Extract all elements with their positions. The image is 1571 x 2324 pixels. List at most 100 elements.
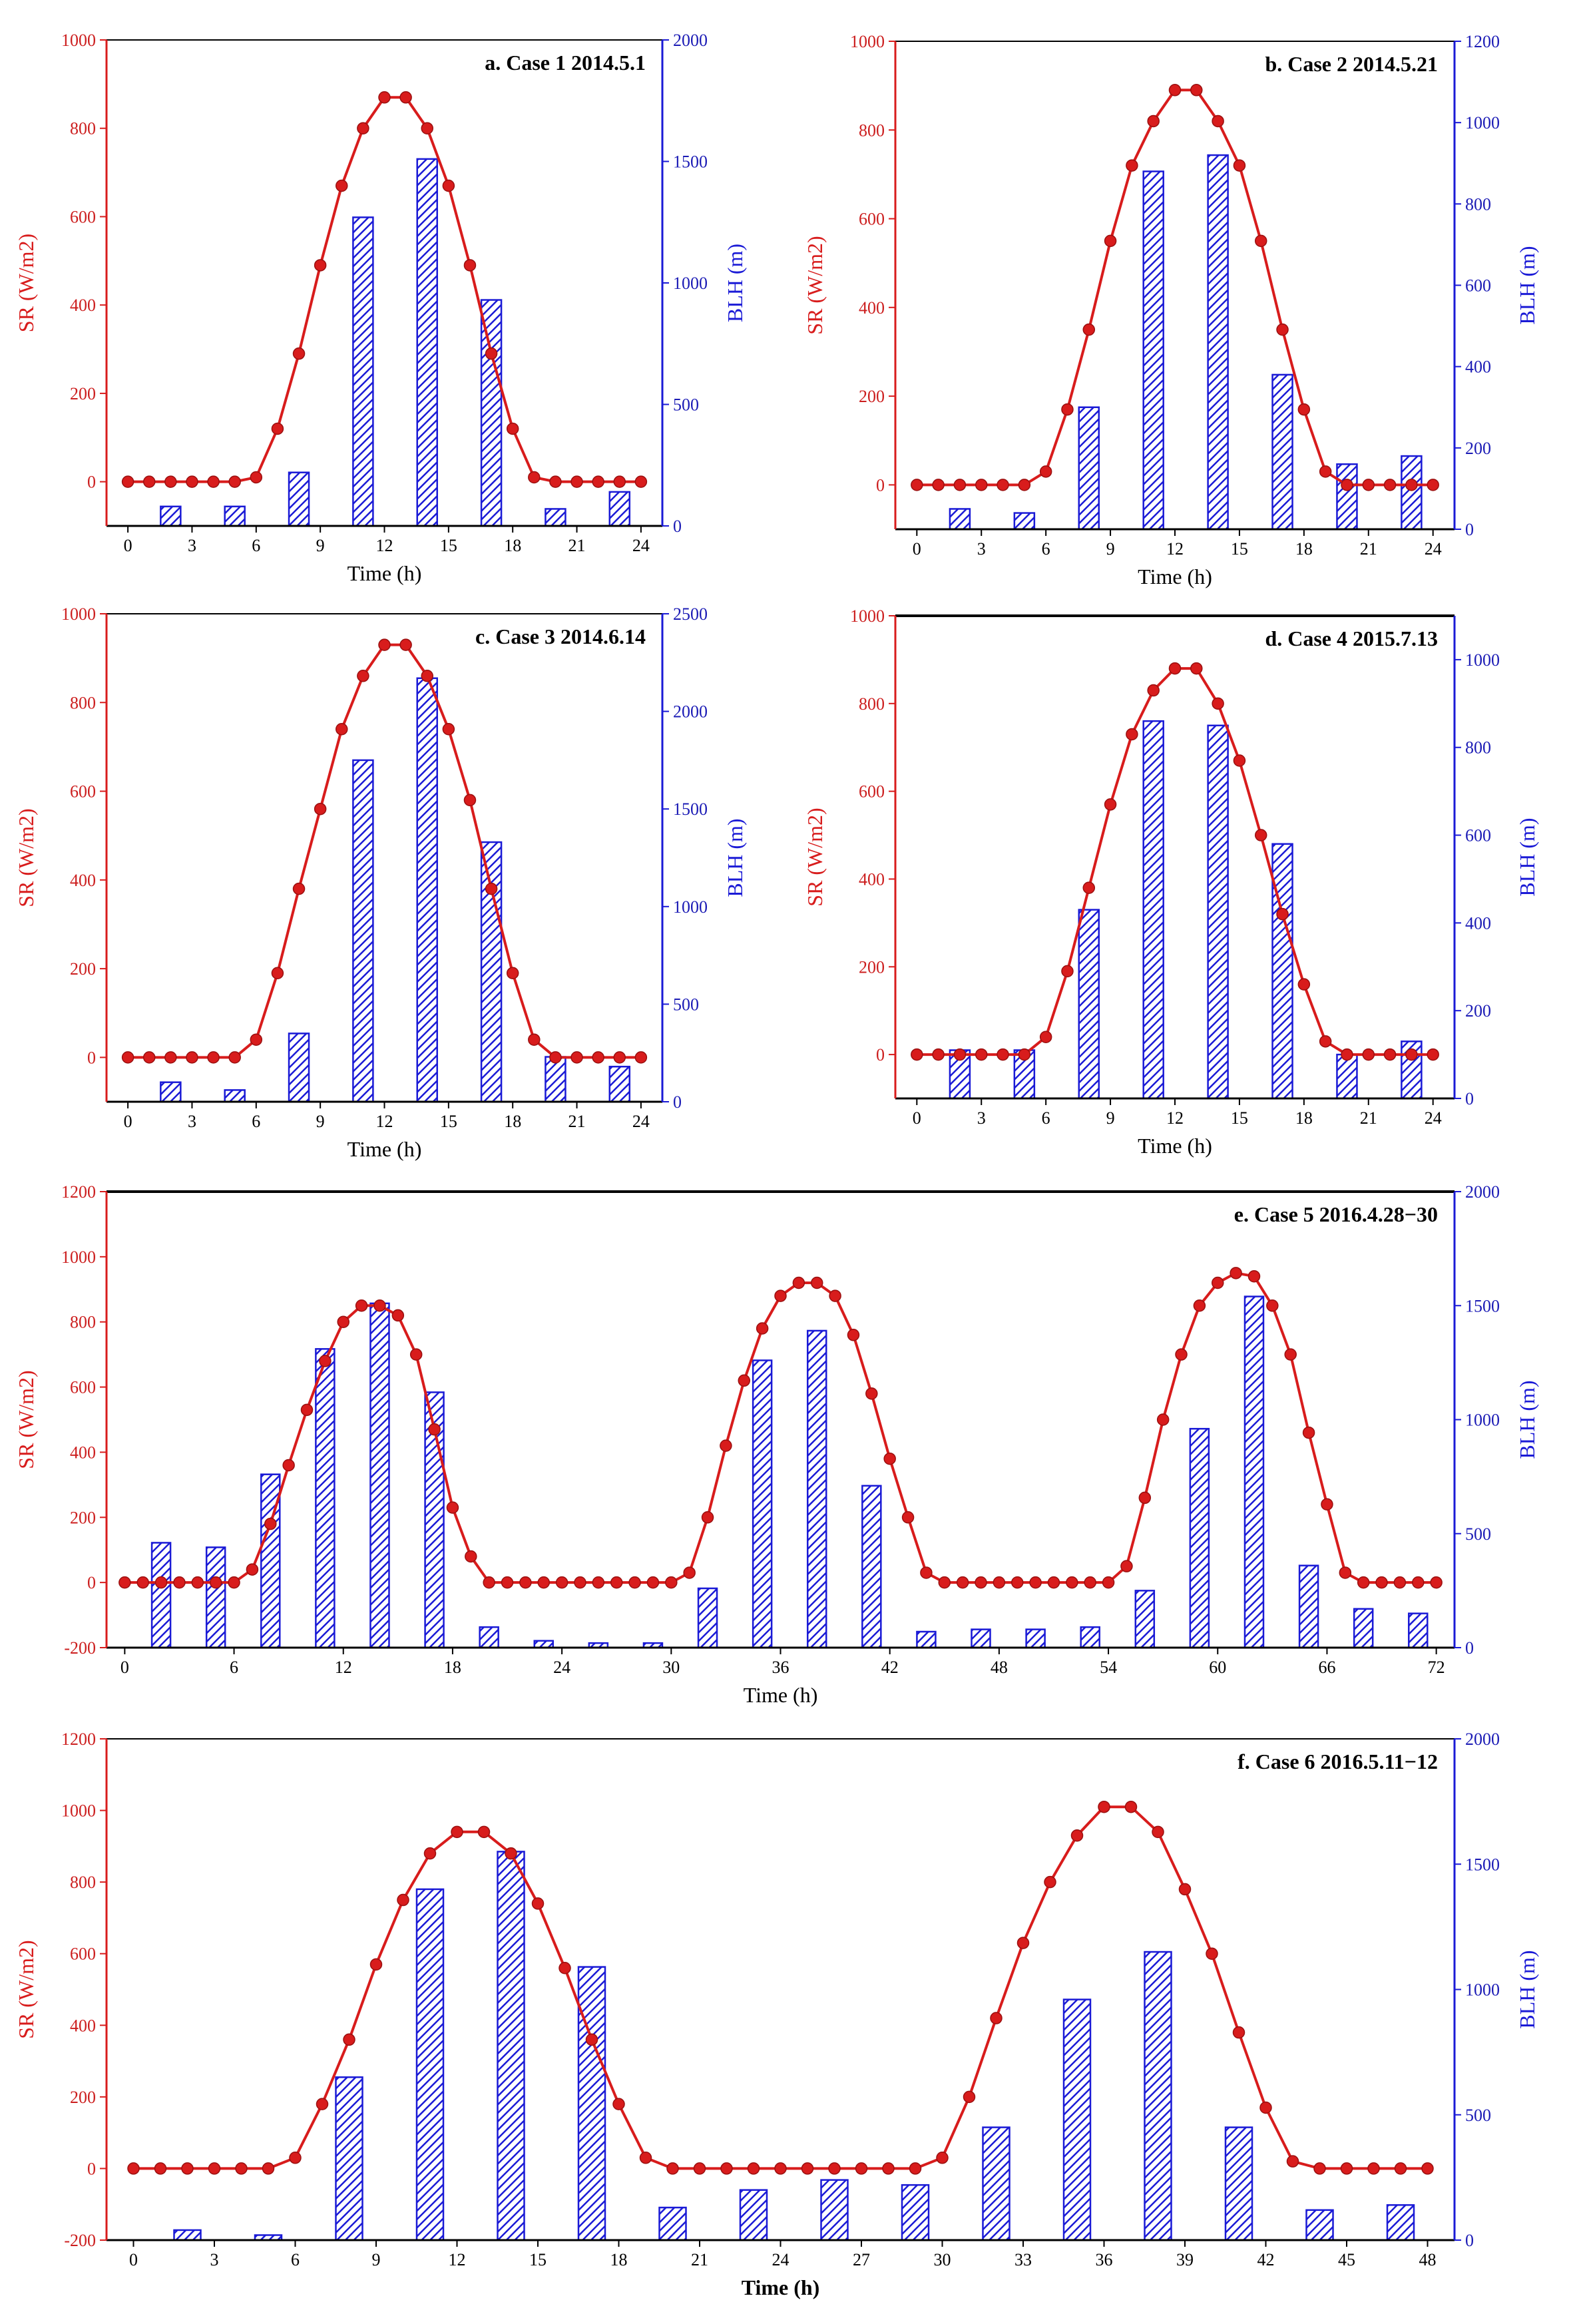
panel-c: 0 3 6 9 12 15 18 21 24 0 200 400 600 800 1000 0 500 1000 1… [14, 604, 747, 1161]
sr-point [1232, 2026, 1245, 2039]
sr-point [774, 1289, 787, 1302]
sr-point [1206, 1947, 1218, 1960]
y-left-tick-label: 200 [859, 957, 885, 977]
sr-point [592, 1051, 604, 1064]
sr-point [314, 802, 327, 815]
sr-line [128, 96, 641, 483]
sr-point [1190, 662, 1203, 675]
y-left-axis-title: SR (W/m2) [14, 1940, 38, 2038]
y-left-tick-label: 400 [859, 869, 885, 889]
blh-bar [352, 216, 374, 527]
sr-point [1339, 1566, 1352, 1579]
blh-bar [1298, 1564, 1319, 1649]
sr-point [485, 347, 498, 360]
sr-point [173, 1576, 186, 1589]
blh-bar [1013, 512, 1036, 531]
panel-title: d. Case 4 2015.7.13 [1265, 626, 1438, 650]
sr-point [1393, 1576, 1407, 1589]
sr-point [506, 422, 519, 435]
blh-bar [916, 1630, 937, 1649]
sr-point [451, 1825, 463, 1839]
x-tick-label: 36 [1096, 2250, 1113, 2269]
x-tick-label: 12 [376, 1112, 393, 1131]
y-right-tick-label: 1000 [673, 897, 708, 917]
x-tick-label: 24 [1425, 1108, 1442, 1128]
y-right-tick-label: 0 [673, 1092, 682, 1112]
y-right-tick-label: 0 [1465, 1089, 1474, 1108]
sr-point [1018, 1048, 1031, 1061]
y-right-tick-label: 2000 [673, 702, 708, 722]
sr-point [628, 1576, 641, 1589]
sr-point [519, 1576, 532, 1589]
y-left-tick-label: 200 [70, 2088, 96, 2107]
x-tick-label: 6 [291, 2250, 300, 2269]
blh-bar [479, 1626, 499, 1649]
sr-point [154, 2162, 167, 2175]
sr-point [1297, 403, 1311, 416]
blh-bar [806, 1329, 827, 1649]
blh-bar [1271, 843, 1293, 1100]
y-left-axis-title: SR (W/m2) [14, 234, 38, 332]
sr-point [1357, 1576, 1370, 1589]
sr-point [186, 1051, 198, 1064]
sr-point [528, 471, 541, 484]
sr-point [720, 1439, 732, 1452]
blh-bar [224, 1089, 246, 1103]
x-tick-label: 48 [991, 1658, 1008, 1677]
x-tick-label: 21 [1360, 539, 1377, 559]
sr-point [423, 1847, 437, 1860]
sr-point [1016, 1937, 1030, 1949]
sr-point [118, 1576, 131, 1589]
sr-point [610, 1576, 623, 1589]
sr-point [181, 2162, 194, 2175]
sr-point [1383, 479, 1397, 491]
x-tick-label: 9 [372, 2250, 381, 2269]
blh-bar [1353, 1608, 1374, 1649]
y-left-tick-label: 600 [70, 782, 96, 802]
y-right-tick-label: 1500 [1465, 1296, 1500, 1315]
blh-bar [1142, 170, 1164, 531]
sr-point [343, 2033, 355, 2046]
sr-point [1313, 2162, 1326, 2175]
sr-point [613, 1051, 626, 1064]
blh-bar [1386, 2204, 1415, 2241]
y-left-axis-title: SR (W/m2) [803, 808, 827, 906]
sr-point [975, 1048, 988, 1061]
sr-point [720, 2162, 733, 2175]
blh-bar [901, 2184, 930, 2241]
x-tick-label: 0 [913, 539, 921, 559]
sr-point [1044, 1875, 1056, 1889]
sr-point [463, 794, 477, 807]
sr-point [378, 638, 391, 651]
sr-point [592, 475, 604, 488]
sr-point [1276, 323, 1289, 336]
sr-point [228, 1576, 240, 1589]
x-tick-label: 18 [1295, 539, 1313, 559]
sr-point [442, 723, 455, 736]
y-right-axis-title: BLH (m) [723, 244, 747, 322]
sr-point [997, 479, 1009, 491]
sr-point [336, 179, 348, 192]
blh-bar [1025, 1628, 1046, 1649]
sr-point [997, 1048, 1009, 1061]
sr-point [1254, 829, 1267, 841]
sr-line [917, 89, 1433, 487]
blh-bar [1243, 1295, 1265, 1649]
sr-point [883, 1452, 896, 1465]
sr-point [1047, 1576, 1060, 1589]
sr-point [828, 2162, 841, 2175]
sr-point [613, 475, 626, 488]
sr-point [993, 1576, 1006, 1589]
sr-point [1124, 1800, 1138, 1813]
sr-point [634, 1051, 648, 1064]
sr-point [847, 1329, 860, 1341]
x-tick-label: 39 [1176, 2250, 1194, 2269]
sr-point [936, 2152, 949, 2164]
sr-point [250, 1033, 263, 1046]
sr-point [975, 1576, 987, 1589]
sr-point [314, 259, 327, 272]
y-left-tick-label: 0 [876, 1045, 885, 1064]
y-left-tick-label: 400 [859, 298, 885, 318]
sr-point [289, 2152, 302, 2164]
y-right-tick-label: 0 [673, 517, 682, 536]
